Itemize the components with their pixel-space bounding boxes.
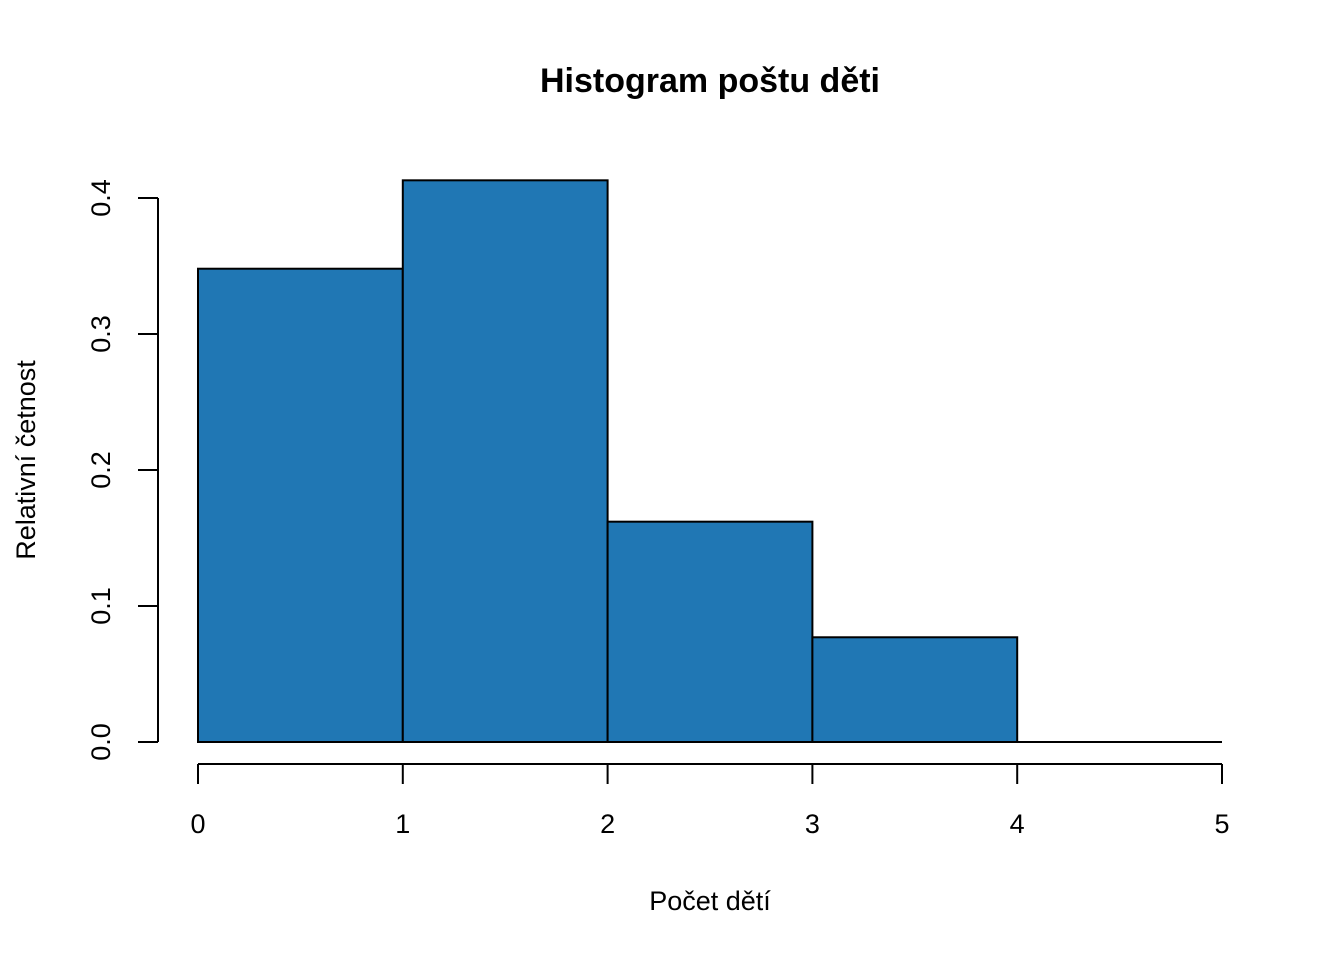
x-tick-label-5: 5 bbox=[1214, 809, 1229, 839]
bars-group bbox=[197, 179, 1222, 744]
y-axis: 0.0 0.1 0.2 0.3 0.4 bbox=[86, 179, 159, 761]
x-tick-label-4: 4 bbox=[1010, 809, 1025, 839]
histogram-bar-0 bbox=[197, 267, 404, 743]
y-tick-label-0: 0.0 bbox=[86, 723, 116, 761]
histogram-bar-2 bbox=[606, 520, 814, 743]
histogram-bar-1 bbox=[401, 179, 609, 743]
y-tick-label-1: 0.1 bbox=[86, 587, 116, 625]
x-tick-label-2: 2 bbox=[600, 809, 615, 839]
y-tick-label-2: 0.2 bbox=[86, 451, 116, 489]
x-tick-label-3: 3 bbox=[805, 809, 820, 839]
y-tick-label-3: 0.3 bbox=[86, 315, 116, 353]
x-tick-label-0: 0 bbox=[190, 809, 205, 839]
x-tick-label-1: 1 bbox=[395, 809, 410, 839]
chart-title: Histogram poštu děti bbox=[540, 62, 880, 100]
x-axis: 0 1 2 3 4 5 bbox=[190, 763, 1230, 839]
x-axis-label: Počet dětí bbox=[649, 886, 771, 916]
y-tick-label-4: 0.4 bbox=[86, 179, 116, 217]
y-axis-label: Relativní četnost bbox=[11, 360, 41, 560]
histogram-bar-3 bbox=[811, 636, 1019, 744]
